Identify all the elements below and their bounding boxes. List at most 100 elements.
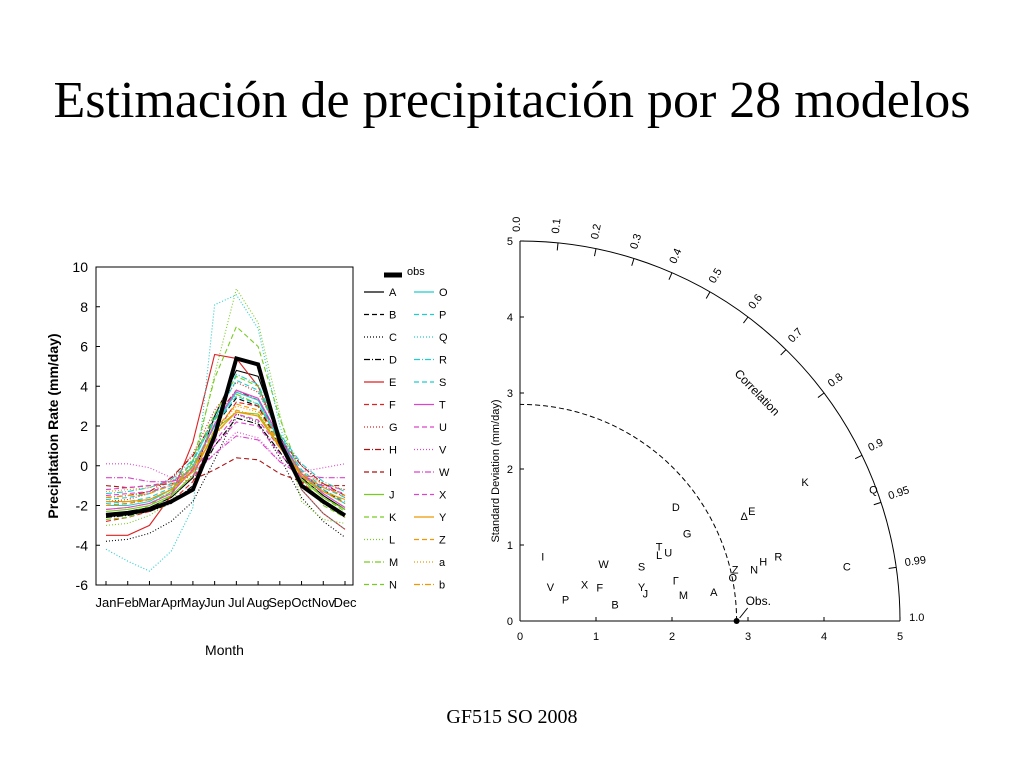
- x-tick-label: 2: [669, 631, 675, 643]
- legend-label: a: [439, 557, 446, 569]
- legend-label: V: [439, 445, 447, 457]
- taylor-diagram-svg: 00 1 1 2 2 3 3 4 4 5 5 Standard Deviation (mm/day) 0…: [490, 217, 927, 643]
- legend-label: N: [389, 580, 397, 592]
- y-tick-label: 0: [80, 458, 88, 474]
- x-axis-title: Month: [205, 642, 244, 658]
- legend-label: H: [389, 445, 397, 457]
- legend-label: E: [389, 377, 396, 389]
- series-line-T: [105, 389, 346, 511]
- reference-std-arc: [519, 403, 738, 622]
- x-tick-label: Nov: [312, 595, 336, 610]
- correlation-title: Correlation: [732, 366, 783, 418]
- model-point: F: [596, 583, 603, 595]
- x-tick-label: 3: [745, 631, 751, 643]
- model-point: Y: [638, 582, 646, 594]
- obs-marker: [733, 618, 740, 624]
- x-tick-label: Feb: [117, 595, 139, 610]
- legend-label: I: [389, 467, 392, 479]
- model-point: G: [683, 529, 692, 541]
- y-axis-title: Standard Deviation (mm/day): [490, 399, 502, 542]
- obs-pointer: [739, 607, 748, 619]
- x-tick-label: 0: [517, 631, 523, 643]
- legend-label: J: [389, 490, 395, 502]
- correlation-tick: [705, 291, 711, 299]
- legend-label: X: [439, 490, 447, 502]
- taylor-diagram: 0 0 1 1 2 2 3 3 4 4 5 5 Standard Deviation (mm/day) 0…: [485, 205, 955, 660]
- y-tick-label: -6: [76, 577, 89, 593]
- correlation-tick-label: 1.0: [909, 612, 924, 624]
- x-tick-label: Mar: [138, 595, 161, 610]
- legend-label: P: [439, 310, 446, 322]
- obs-line: [105, 355, 347, 518]
- y-tick-label: 10: [72, 259, 88, 275]
- x-tick-label: Aug: [247, 595, 270, 610]
- correlation-tick: [888, 566, 897, 569]
- correlation-arc: [519, 240, 901, 622]
- y-axis-title: Precipitation Rate (mm/day): [45, 333, 61, 518]
- legend-label: T: [439, 400, 446, 412]
- legend-obs-label: obs: [407, 266, 425, 278]
- correlation-tick: [556, 242, 559, 251]
- y-tick-label: 0: [507, 616, 513, 628]
- legend-label: W: [439, 467, 450, 479]
- x-tick-label: 1: [593, 631, 599, 643]
- series-line-a: [105, 405, 346, 493]
- x-tick-label: Jan: [96, 595, 117, 610]
- model-point: U: [664, 548, 672, 560]
- series-line-W: [106, 435, 345, 483]
- x-tick-label: Apr: [161, 595, 182, 610]
- model-point: Q: [869, 485, 878, 497]
- x-tick-label: 5: [897, 631, 903, 643]
- x-tick-label: Jul: [228, 595, 245, 610]
- correlation-tick-label: 0.99: [904, 554, 927, 569]
- x-tick-label: Sep: [268, 595, 291, 610]
- correlation-tick: [780, 349, 787, 356]
- y-tick-label: 3: [507, 388, 513, 400]
- x-tick-label: Oct: [291, 595, 312, 610]
- series-line-Q: [105, 294, 346, 572]
- legend-label: R: [439, 355, 447, 367]
- x-tick-label: Jun: [204, 595, 225, 610]
- model-point: L: [656, 550, 662, 562]
- legend-label: F: [389, 400, 396, 412]
- legend-label: C: [389, 332, 397, 344]
- legend-label: M: [389, 557, 398, 569]
- legend-label: B: [389, 310, 396, 322]
- correlation-tick: [668, 272, 673, 280]
- series-line-Z: [105, 403, 346, 507]
- plot-frame: [95, 266, 354, 586]
- y-tick-label: 4: [507, 312, 513, 324]
- model-point: P: [562, 595, 569, 607]
- correlation-tick-label: 0.0: [511, 217, 523, 232]
- correlation-tick-label: 0.9: [866, 437, 885, 454]
- correlation-tick-label: 0.2: [589, 223, 604, 240]
- legend-label: Z: [439, 535, 446, 547]
- model-point: A: [710, 587, 718, 599]
- model-point: M: [679, 590, 688, 602]
- y-tick-label: 1: [507, 540, 513, 552]
- legend-label: L: [389, 535, 395, 547]
- y-tick-label: 2: [507, 464, 513, 476]
- legend-label: D: [389, 355, 397, 367]
- model-point: S: [638, 561, 645, 573]
- correlation-tick-label: 0.95: [887, 484, 911, 502]
- model-point: C: [843, 561, 851, 573]
- model-point: N: [750, 564, 758, 576]
- x-tick-label: 4: [821, 631, 827, 643]
- series-line-H: [105, 389, 346, 499]
- legend-label: U: [439, 422, 447, 434]
- correlation-tick: [631, 258, 635, 266]
- model-point: I: [541, 551, 544, 563]
- x-tick-label: May: [181, 595, 206, 610]
- y-tick-label: 4: [80, 378, 88, 394]
- slide-title: Estimación de precipitación por 28 model…: [53, 72, 971, 129]
- model-point: V: [547, 582, 555, 594]
- correlation-tick-label: 0.7: [786, 326, 805, 345]
- correlation-tick: [873, 501, 882, 506]
- series-line-S: [105, 395, 346, 505]
- correlation-tick: [743, 316, 749, 324]
- y-tick-label: -2: [76, 498, 89, 514]
- y-tick-label: 6: [80, 339, 88, 355]
- x-tick-label: Dec: [333, 595, 357, 610]
